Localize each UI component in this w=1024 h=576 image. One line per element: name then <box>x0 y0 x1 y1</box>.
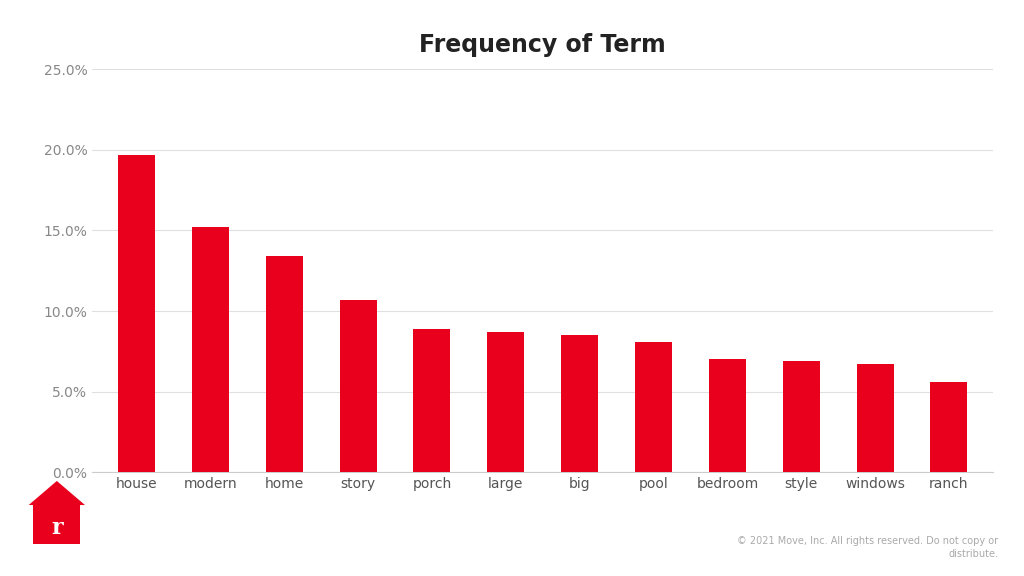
Text: © 2021 Move, Inc. All rights reserved. Do not copy or
distribute.: © 2021 Move, Inc. All rights reserved. D… <box>737 536 998 559</box>
Bar <box>635 342 672 472</box>
Bar <box>931 382 968 472</box>
Title: Frequency of Term: Frequency of Term <box>420 33 666 58</box>
Bar <box>266 256 303 472</box>
Bar <box>191 227 228 472</box>
FancyBboxPatch shape <box>33 505 81 544</box>
Bar <box>561 335 598 472</box>
Text: r: r <box>51 517 62 540</box>
Bar <box>414 329 451 472</box>
Bar <box>857 364 894 472</box>
Bar <box>782 361 819 472</box>
Bar <box>340 300 377 472</box>
Bar <box>118 154 155 472</box>
Bar <box>709 359 745 472</box>
Bar <box>487 332 524 472</box>
Polygon shape <box>29 481 85 505</box>
